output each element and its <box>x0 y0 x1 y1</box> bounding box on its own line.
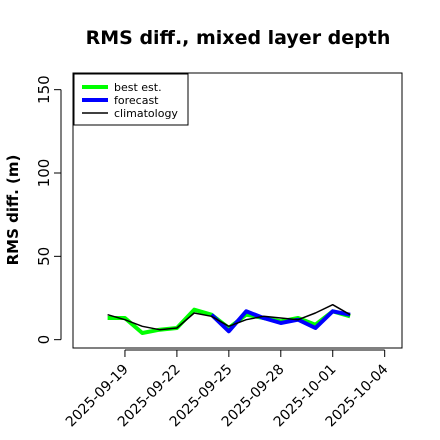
y-tick-label: 50 <box>35 247 53 266</box>
legend-label: forecast <box>114 94 159 107</box>
series-layer <box>107 303 351 335</box>
series-line-climatology <box>107 303 351 331</box>
y-axis: 0 50 100 150 <box>35 75 62 345</box>
y-axis-label: RMS diff. (m) <box>4 155 22 266</box>
series-line-best-est <box>107 307 351 335</box>
legend-label: climatology <box>114 107 178 120</box>
y-tick-label: 150 <box>35 75 53 104</box>
y-tick-label: 0 <box>35 335 53 345</box>
legend-label: best est. <box>114 81 162 94</box>
y-tick-label: 100 <box>35 159 53 188</box>
x-axis: 2025-09-192025-09-222025-09-252025-09-28… <box>63 349 392 430</box>
plot-frame <box>72 72 403 349</box>
series-line-forecast <box>210 309 351 334</box>
chart-title: RMS diff., mixed layer depth <box>86 27 391 49</box>
